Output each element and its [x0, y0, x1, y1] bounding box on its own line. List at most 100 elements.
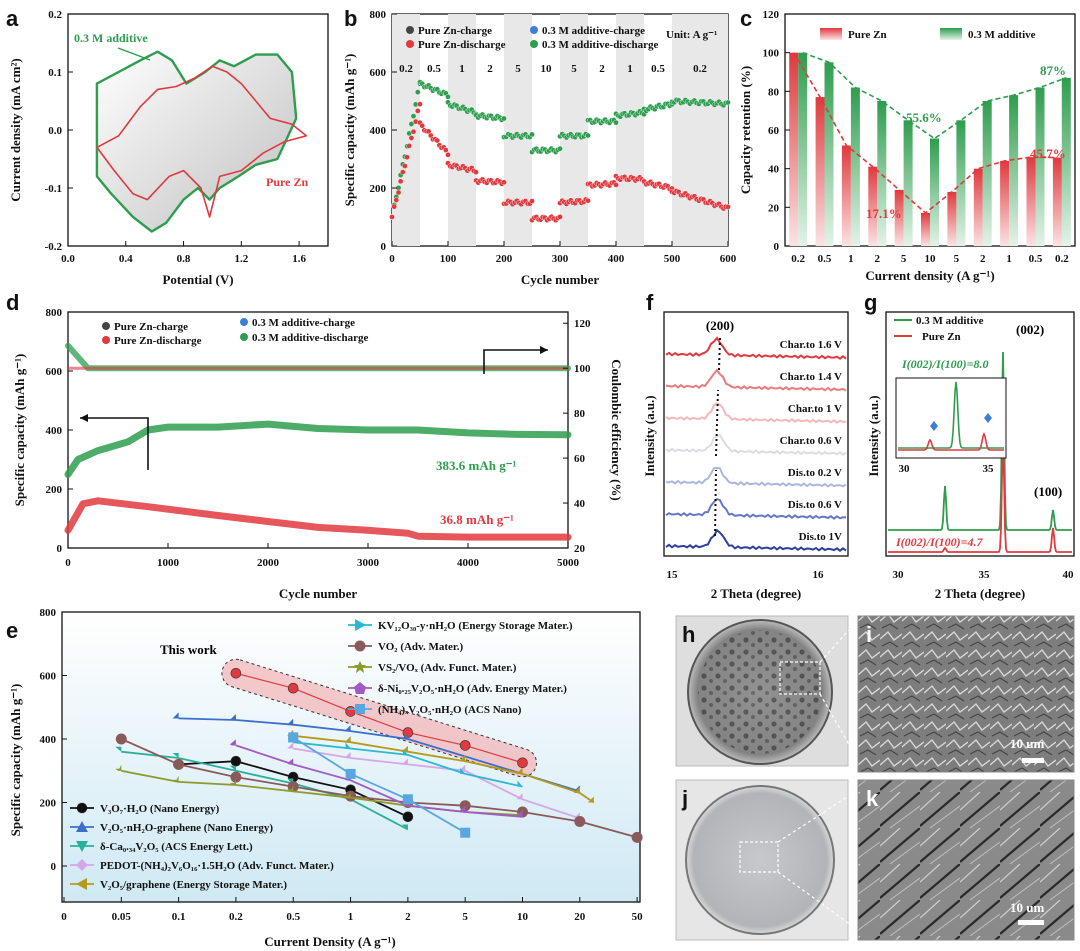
- panel-label-e: e: [6, 618, 18, 643]
- panel-f-peak-label: (200): [706, 318, 734, 333]
- panel-b-ytick-2: 400: [370, 125, 387, 137]
- panel-e-point-1-1: [230, 755, 242, 767]
- panel-c-bar-1-10: [1061, 77, 1071, 246]
- panel-e-point-7-8: [574, 816, 586, 827]
- panel-d-y2tick-4: 100: [574, 363, 591, 375]
- panel-b-point-1-0-2: [393, 197, 400, 203]
- panel-h-deposits: [698, 630, 822, 754]
- panel-b-point-0-0-10: [410, 113, 417, 119]
- panel-g-xlabel: 2 Theta (degree): [935, 586, 1026, 601]
- panel-b-ylabel: Specific capacity (mAh g⁻¹): [342, 54, 357, 207]
- panel-b-xtick-5: 500: [664, 253, 681, 265]
- panel-d-xtick-5: 5000: [557, 557, 580, 569]
- panel-e-xtick-3: 0.2: [229, 911, 243, 923]
- panel-d-legend-3: 0.3 M additive-discharge: [252, 332, 369, 344]
- panel-e-point-10-3: [460, 827, 471, 838]
- panel-label-j: j: [681, 786, 688, 811]
- panel-e-line-0: [235, 672, 523, 764]
- panel-k-sem: k 10 um: [857, 779, 1075, 941]
- panel-d-ytick-4: 800: [46, 307, 63, 319]
- panel-c-xtick-6: 5: [954, 253, 960, 265]
- panel-b-band-2: [448, 14, 476, 246]
- panel-b-point-1-1-8: [434, 137, 441, 144]
- panel-b-point-0-0-9: [408, 121, 415, 127]
- panel-e-xtick-1: 0.05: [112, 911, 132, 923]
- panel-e-point-8-0: [115, 764, 122, 771]
- panel-g-curve-additive: [888, 351, 1072, 531]
- panel-b-xtick-0: 0: [389, 253, 395, 265]
- panel-b-rate-6: 5: [571, 63, 577, 75]
- panel-c-bar-0-10: [1052, 157, 1062, 246]
- panel-i-image: [857, 615, 1075, 773]
- panel-a-xtick-0: 0.0: [61, 253, 75, 265]
- panel-e-point-8-3: [287, 785, 294, 792]
- panel-b-xtick-2: 200: [496, 253, 513, 265]
- panel-g-inset-purezn: [898, 431, 1004, 451]
- panel-e-point-9-4: [459, 806, 466, 813]
- panel-e-ytick-2: 400: [40, 734, 57, 746]
- panel-d-ylabel: Specific capacity (mAh g⁻¹): [12, 354, 27, 507]
- panel-e-point-10-0: [288, 732, 299, 743]
- panel-c-legend-1: 0.3 M additive: [968, 29, 1036, 41]
- panel-a-additive-arrow: [117, 47, 151, 61]
- panel-d-xtick-0: 0: [65, 557, 71, 569]
- panel-b-point-1-0-13: [417, 101, 423, 107]
- panel-b-point-0-6-13: [585, 132, 591, 139]
- panel-a-xtick-3: 1.2: [234, 253, 248, 265]
- panel-d-xtick-1: 1000: [157, 557, 180, 569]
- panel-f-curve-label-4: Dis.to 0.2 V: [788, 467, 842, 479]
- panel-e-point-8-2: [229, 779, 236, 786]
- panel-e-legend-10: (NH₄)ₓV₂O₅·nH₂O (ACS Nano): [378, 704, 522, 716]
- panel-e-point-4-2: [401, 758, 408, 765]
- panel-e-point-3-0: [115, 746, 122, 752]
- panel-e-point-6-2: [402, 748, 408, 755]
- panel-e-frame: [61, 611, 641, 903]
- panel-e-legend-2: V₂O₅·nH₂O-graphene (Nano Energy): [100, 822, 273, 834]
- panel-g-curve-purezn: [888, 439, 1072, 553]
- panel-c-ytick-0: 0: [774, 241, 780, 253]
- panel-label-d: d: [6, 290, 19, 315]
- panel-b-point-1-0-8: [406, 143, 413, 149]
- panel-c-bar-1-9: [1035, 87, 1045, 246]
- panel-d-xtick-4: 4000: [457, 557, 480, 569]
- panel-a-ytick-4: -0.2: [45, 241, 63, 253]
- panel-e-xtick-2: 0.1: [172, 911, 186, 923]
- panel-c-xtick-8: 1: [1006, 253, 1012, 265]
- panel-d-y2tick-2: 60: [574, 453, 586, 465]
- panel-a-cv-plot: a 0.0 0.4 0.8 1.2 1.6 0.2 0.1 0.0 -0.1 -0.2 Pote…: [6, 6, 329, 287]
- panel-e-xtick-8: 10: [517, 911, 529, 923]
- panel-d-y2tick-1: 40: [574, 498, 586, 510]
- panel-e-legend-5: V₂O₅/graphene (Energy Storage Mater.): [100, 879, 287, 891]
- panel-g-ratio-additive: I(002)/I(100)=8.0: [901, 357, 989, 371]
- panel-b-point-1-0-7: [404, 154, 410, 160]
- panel-label-k: k: [866, 786, 879, 811]
- panel-e-point-10-2: [402, 794, 413, 805]
- panel-e-point-5-6: [587, 796, 594, 803]
- panel-c-bar-1-5: [930, 138, 939, 246]
- panel-label-g: g: [864, 290, 877, 315]
- panel-b-ytick-0: 0: [381, 241, 387, 253]
- panel-d-long-cycling: d 0 1000 2000 3000 4000 5000 0 200 400 600 800 20…: [6, 290, 624, 601]
- panel-c-bar-1-0: [798, 52, 808, 247]
- panel-b-rate-5: 10: [541, 63, 553, 75]
- panel-label-i: i: [866, 622, 872, 647]
- panel-b-point-1-0-3: [395, 189, 402, 196]
- panel-g-inset-marker-0: [930, 421, 938, 431]
- panel-b-point-0-5-13: [557, 145, 563, 152]
- panel-b-xlabel: Cycle number: [521, 272, 600, 287]
- panel-e-point-9-5: [516, 810, 523, 817]
- panel-e-point-4-1: [344, 752, 351, 759]
- panel-c-ytick-2: 40: [768, 164, 780, 176]
- panel-d-xlabel: Cycle number: [279, 586, 358, 601]
- panel-b-legend-1: 0.3 M additive-charge: [542, 25, 645, 37]
- panel-d-ytick-0: 0: [57, 543, 63, 555]
- panel-d-y2label: Coulombic efficiency (%): [609, 359, 624, 501]
- panel-b-point-1-0-4: [397, 178, 404, 185]
- panel-c-ytick-1: 20: [768, 202, 780, 214]
- panel-c-bar-1-7: [982, 101, 992, 246]
- panel-b-point-1-3-13: [501, 179, 507, 186]
- panel-b-point-0-1-13: [445, 94, 451, 100]
- panel-label-b: b: [344, 6, 357, 31]
- panel-e-point-6-4: [517, 780, 523, 787]
- panel-g-inset-xtick-1: 35: [983, 463, 995, 475]
